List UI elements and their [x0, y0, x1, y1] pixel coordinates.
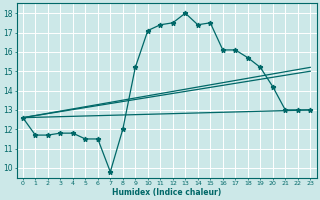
X-axis label: Humidex (Indice chaleur): Humidex (Indice chaleur)	[112, 188, 221, 197]
